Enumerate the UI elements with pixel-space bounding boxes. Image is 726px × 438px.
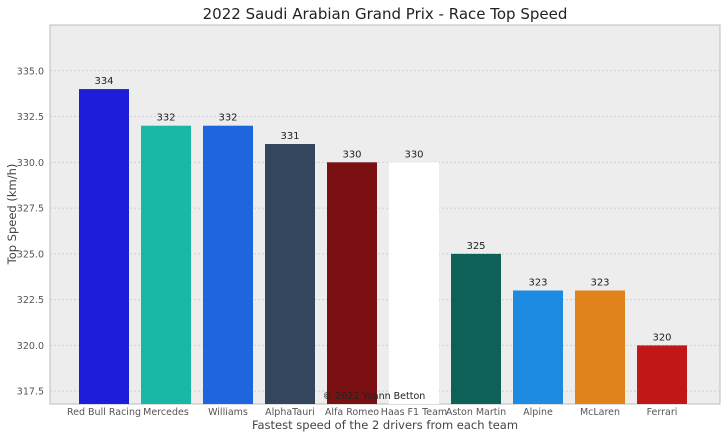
bar	[141, 125, 191, 404]
bar	[637, 345, 687, 404]
y-axis-label: Top Speed (km/h)	[5, 164, 19, 266]
x-tick-label: Mercedes	[143, 407, 189, 418]
credit-annotation: © 2022 Yoann Betton	[323, 391, 426, 402]
data-labels: 334 332 332 331 330 330 325 323 323 320	[94, 76, 671, 343]
bars	[79, 89, 687, 405]
x-tick-label: Williams	[208, 407, 248, 418]
chart-title: 2022 Saudi Arabian Grand Prix - Race Top…	[203, 5, 568, 23]
bar	[575, 290, 625, 404]
data-label: 334	[94, 76, 113, 87]
data-label: 323	[528, 277, 547, 288]
y-tick-label: 322.5	[17, 295, 44, 306]
y-tick-labels: 317.5 320.0 322.5 325.0 327.5 330.0 332.5 335.0	[17, 66, 44, 397]
data-label: 331	[280, 131, 299, 142]
y-tick-label: 332.5	[17, 112, 44, 123]
x-tick-label: Alpine	[523, 407, 553, 418]
x-tick-label: Aston Martin	[446, 407, 506, 418]
y-tick-label: 320.0	[17, 341, 44, 352]
data-label: 320	[652, 332, 671, 343]
bar	[513, 290, 563, 404]
y-tick-label: 335.0	[17, 66, 44, 77]
bar	[265, 144, 315, 405]
x-axis-label: Fastest speed of the 2 drivers from each…	[252, 418, 518, 432]
y-tick-label: 330.0	[17, 158, 44, 169]
data-label: 330	[404, 149, 423, 160]
x-tick-label: McLaren	[580, 407, 620, 418]
bar	[451, 253, 501, 404]
y-tick-label: 327.5	[17, 204, 44, 215]
bar	[79, 89, 129, 404]
x-tick-label: Red Bull Racing	[67, 407, 141, 418]
x-tick-label: Haas F1 Team	[381, 407, 447, 418]
x-tick-labels: Red Bull Racing Mercedes Williams AlphaTaur…	[67, 407, 677, 418]
x-tick-label: Alfa Romeo	[325, 407, 379, 418]
y-tick-label: 317.5	[17, 387, 44, 398]
data-label: 332	[218, 113, 237, 124]
data-label: 323	[590, 277, 609, 288]
data-label: 332	[156, 113, 175, 124]
bar	[327, 162, 377, 404]
x-tick-label: AlphaTauri	[265, 407, 315, 418]
x-tick-label: Ferrari	[647, 407, 678, 418]
data-label: 325	[466, 241, 485, 252]
y-tick-label: 325.0	[17, 249, 44, 260]
bar	[203, 125, 253, 404]
data-label: 330	[342, 149, 361, 160]
bar	[389, 162, 439, 404]
